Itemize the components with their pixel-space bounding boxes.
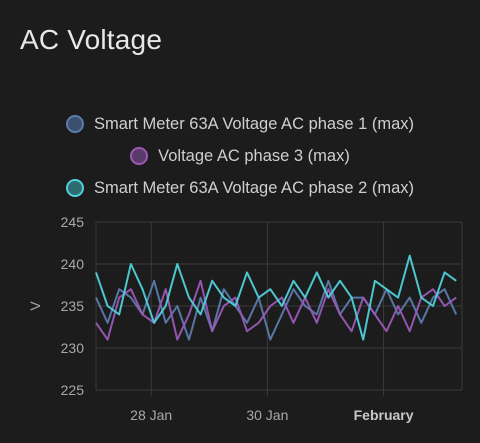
x-tick-label: February [354, 407, 414, 423]
y-tick-label: 230 [61, 340, 85, 356]
x-tick-label: 30 Jan [246, 407, 288, 423]
legend-label-phase-1: Smart Meter 63A Voltage AC phase 1 (max) [93, 114, 415, 133]
legend-swatch-phase-1 [65, 115, 84, 133]
y-tick-label: 245 [61, 214, 85, 230]
series-line-3 [95, 254, 457, 341]
card-title: AC Voltage [20, 24, 163, 55]
y-axis-label: V [27, 301, 43, 311]
legend-label-phase-2: Smart Meter 63A Voltage AC phase 2 (max) [93, 178, 415, 197]
y-tick-label: 235 [61, 298, 85, 314]
legend-swatch-phase-2 [65, 179, 84, 197]
y-tick-label: 240 [61, 256, 85, 272]
series-line-2 [95, 279, 457, 341]
legend-swatch-phase-3 [130, 147, 149, 165]
legend-item-phase-2[interactable]: Smart Meter 63A Voltage AC phase 2 (max) [0, 172, 480, 204]
chart-legend: Smart Meter 63A Voltage AC phase 1 (max)… [0, 108, 480, 204]
y-tick-label: 225 [61, 382, 85, 398]
x-tick-label: 28 Jan [130, 407, 172, 423]
legend-item-phase-3[interactable]: Voltage AC phase 3 (max) [0, 140, 480, 172]
series-lines [95, 254, 458, 341]
legend-label-phase-3: Voltage AC phase 3 (max) [158, 146, 350, 165]
axes: 225 230 235 240 245 28 Jan 30 Jan February [61, 214, 414, 423]
legend-item-phase-1[interactable]: Smart Meter 63A Voltage AC phase 1 (max) [0, 108, 480, 140]
grid [95, 221, 463, 396]
